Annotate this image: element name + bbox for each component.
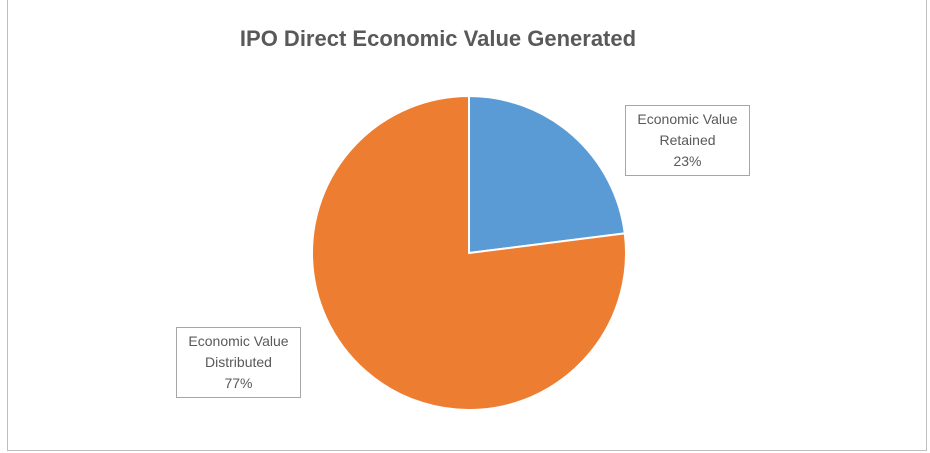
pie-slice bbox=[468, 94, 626, 255]
pie-slice bbox=[311, 94, 627, 411]
category-label: Economic Value Distributed bbox=[188, 333, 289, 370]
data-label: Economic Value Distributed 77% bbox=[176, 327, 301, 398]
category-label: Economic Value Retained bbox=[637, 111, 738, 148]
data-label: Economic Value Retained 23% bbox=[625, 105, 750, 176]
value-label: 23% bbox=[673, 153, 702, 169]
chart-frame bbox=[7, 0, 927, 451]
chart-title: IPO Direct Economic Value Generated bbox=[240, 26, 636, 51]
value-label: 77% bbox=[224, 375, 253, 391]
